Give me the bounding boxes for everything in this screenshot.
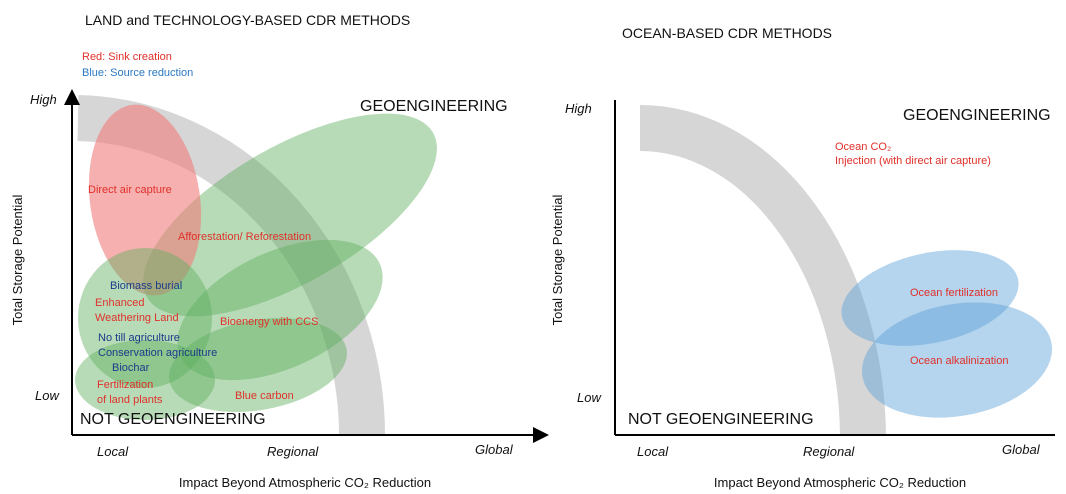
region-label: GEOENGINEERING [903, 107, 1051, 124]
method-label: Afforestation/ Reforestation [178, 231, 311, 243]
method-label: Blue carbon [235, 390, 294, 402]
x-level: Local [637, 444, 669, 459]
x-axis-title: Impact Beyond Atmospheric CO₂ Reduction [179, 475, 431, 490]
y-level: High [565, 101, 592, 116]
method-label: Enhanced [95, 297, 145, 309]
title: OCEAN-BASED CDR METHODS [622, 25, 832, 41]
y-axis-title: Total Storage Potential [10, 194, 25, 325]
shape [88, 104, 202, 296]
legend: Red: Sink creation [82, 51, 172, 63]
x-axis-title: Impact Beyond Atmospheric CO₂ Reduction [714, 475, 966, 490]
x-level: Global [475, 442, 514, 457]
method-label: Weathering Land [95, 312, 179, 324]
method-label: Biochar [112, 362, 150, 374]
shape [841, 250, 1019, 346]
method-label: Ocean CO₂ [835, 141, 891, 153]
method-label: Bioenergy with CCS [220, 316, 318, 328]
method-label: No till agriculture [98, 332, 180, 344]
boundary-band [639, 105, 886, 435]
region-label: GEOENGINEERING [360, 98, 508, 115]
shape [177, 239, 383, 381]
method-label: of land plants [97, 394, 163, 406]
shape [861, 302, 1053, 418]
title: LAND and TECHNOLOGY-BASED CDR METHODS [85, 12, 410, 28]
y-axis-title: Total Storage Potential [550, 194, 565, 325]
x-level: Regional [267, 444, 319, 459]
shape [143, 113, 437, 317]
y-level: High [30, 92, 57, 107]
method-label: Ocean alkalinization [910, 355, 1008, 367]
method-label: Biomass burial [110, 280, 182, 292]
shape [75, 340, 215, 420]
x-level: Global [1002, 442, 1041, 457]
y-level: Low [577, 390, 602, 405]
method-label: Injection (with direct air capture) [835, 155, 991, 167]
region-label: NOT GEOENGINEERING [80, 411, 266, 428]
legend: Blue: Source reduction [82, 67, 193, 79]
region-label: NOT GEOENGINEERING [628, 411, 814, 428]
shape [78, 248, 212, 388]
left-panel: LAND and TECHNOLOGY-BASED CDR METHODS Re… [10, 12, 549, 490]
shape [169, 318, 347, 412]
right-panel: OCEAN-BASED CDR METHODS High Low Local R… [550, 25, 1055, 490]
method-label: Direct air capture [88, 184, 172, 196]
x-level: Regional [803, 444, 855, 459]
method-label: Ocean fertilization [910, 287, 998, 299]
method-label: Fertilization [97, 379, 153, 391]
y-level: Low [35, 388, 60, 403]
method-label: Conservation agriculture [98, 347, 217, 359]
x-level: Local [97, 444, 129, 459]
